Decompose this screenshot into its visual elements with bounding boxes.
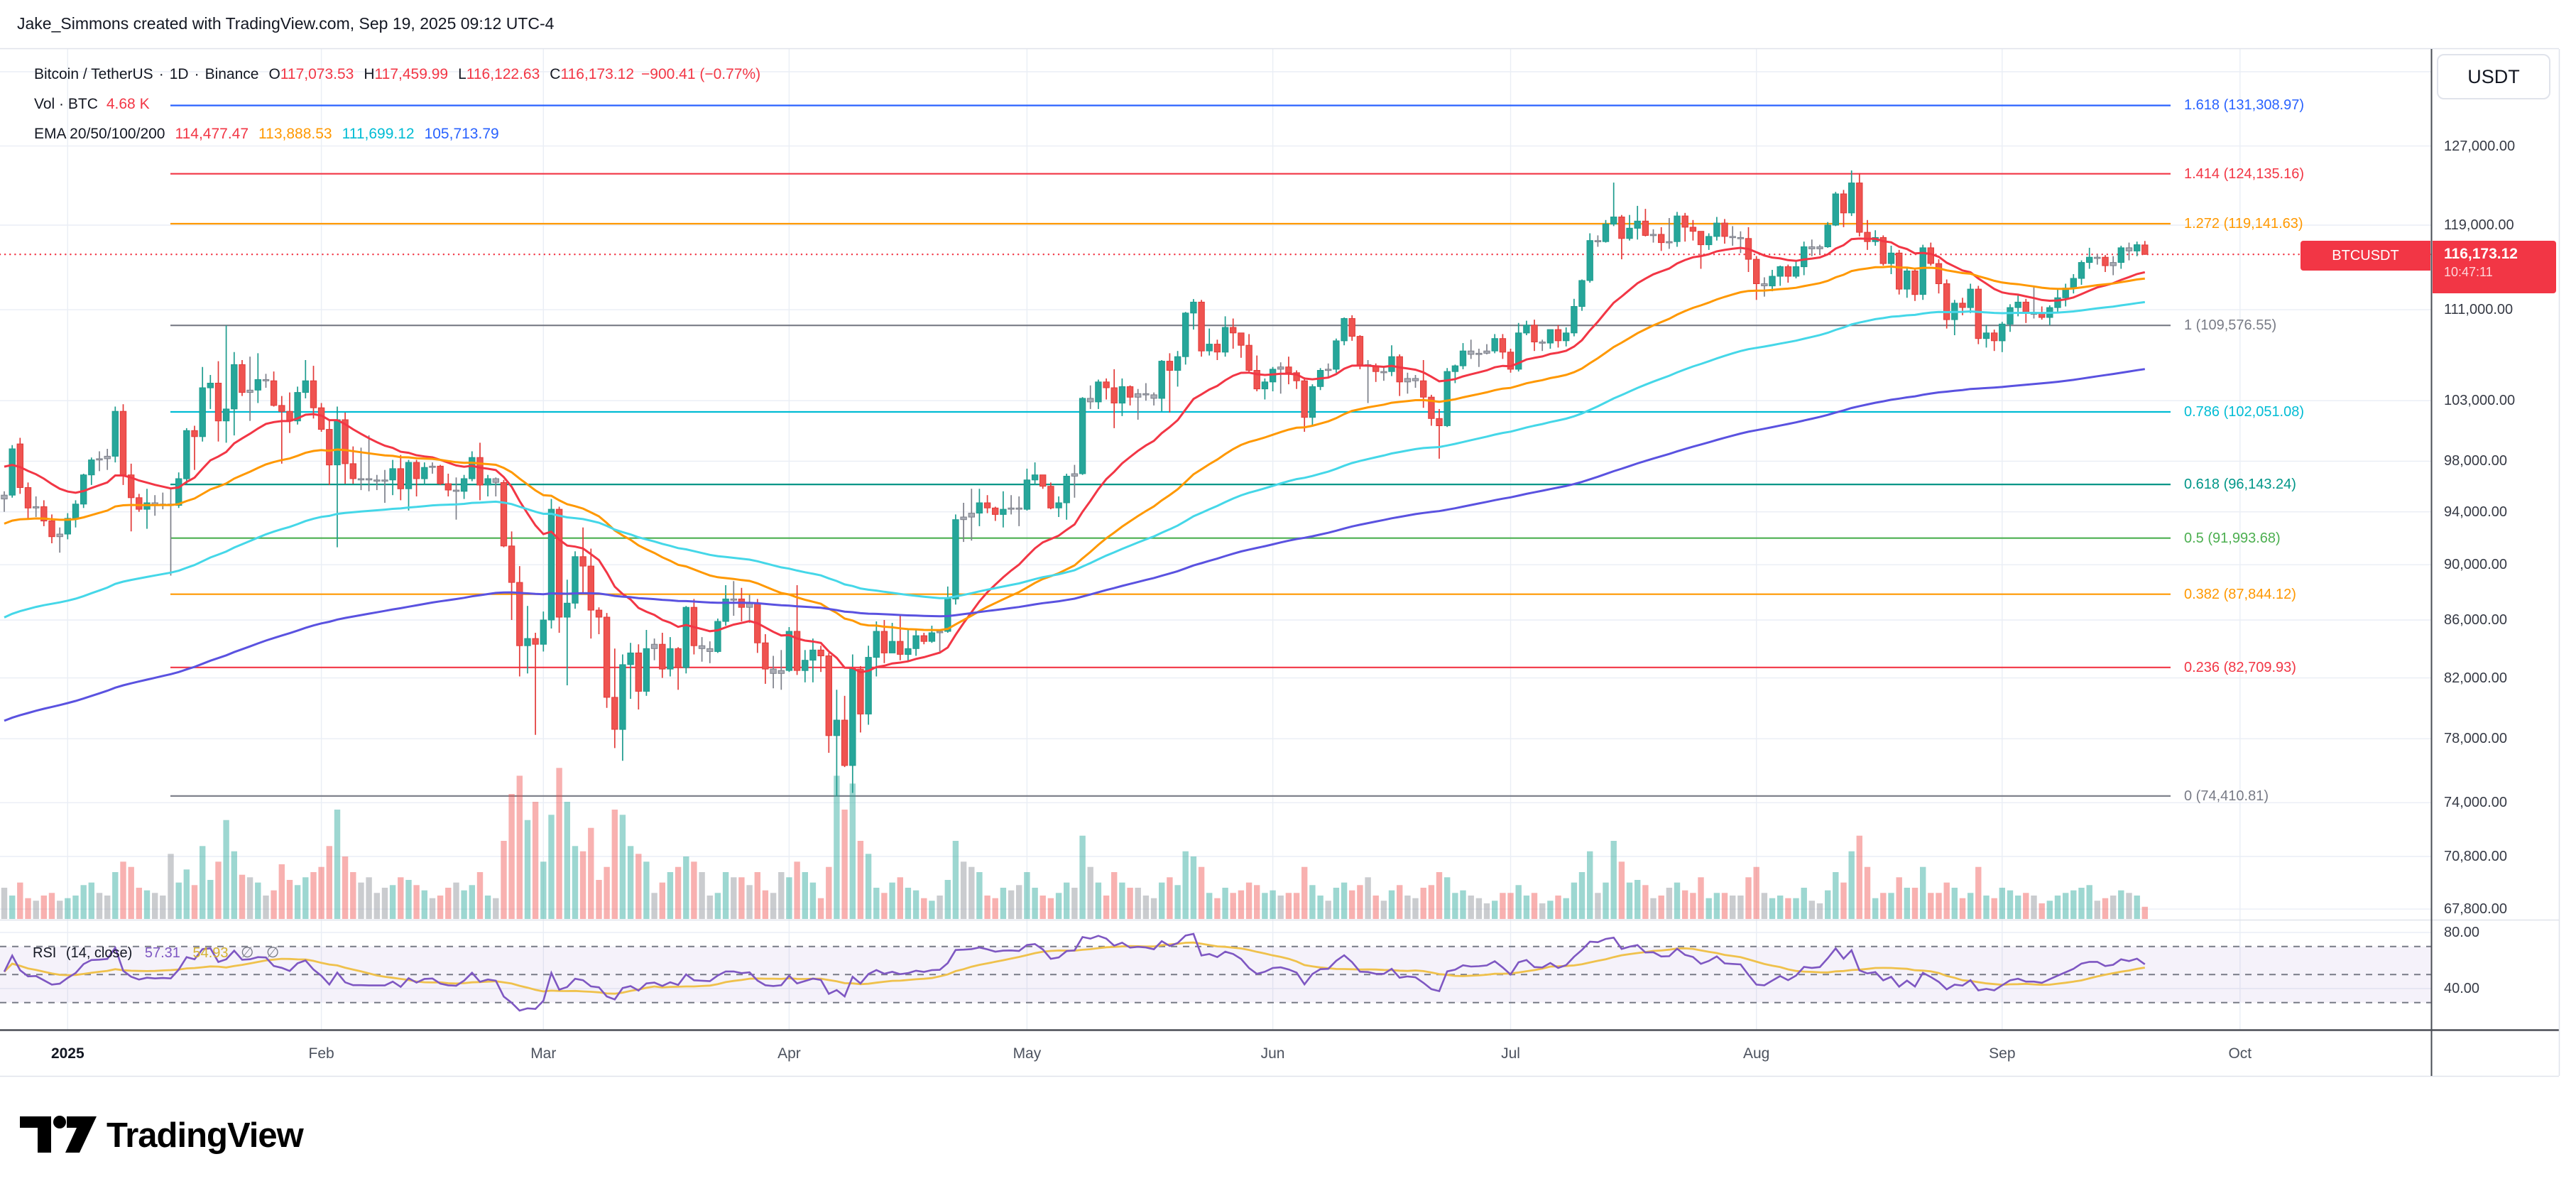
fib-level-label: 1.618 (131,308.97) [2184,97,2305,114]
ohlc-value: 116,122.63 [466,66,540,82]
price-axis-label: 67,800.00 [2444,901,2507,918]
volume-label[interactable]: Vol · BTC [34,96,98,112]
price-axis-label: 94,000.00 [2444,504,2507,520]
symbol-legend-row[interactable]: Bitcoin / TetherUS · 1D · Binance O117,073.53… [34,66,761,82]
last-price-badge-symbol: BTCUSDT [2301,241,2430,271]
time-axis-label[interactable]: Feb [308,1045,334,1062]
fib-level-label: 0.618 (96,143.24) [2184,477,2296,493]
ohlc-value: 117,459.99 [374,66,449,82]
empty-circle-icon: ∅ [266,945,280,961]
time-axis-label[interactable]: 2025 [50,1045,84,1062]
rsi-axis-label: 80.00 [2444,925,2480,940]
last-price-countdown: 10:47:11 [2444,265,2493,279]
attribution-text: Jake_Simmons created with TradingView.co… [17,14,555,33]
logo-text: TradingView [107,1116,305,1155]
logo-mark-one [20,1116,51,1153]
symbol-title[interactable]: Bitcoin / TetherUS [34,66,153,82]
price-axis-label: 127,000.00 [2444,138,2516,154]
ema-value: 111,699.12 [342,126,415,142]
time-axis-label[interactable]: Sep [1989,1045,2016,1062]
fib-level-label: 0.5 (91,993.68) [2184,530,2281,546]
ohlc-label: C [550,66,561,82]
rsi-title[interactable]: RSI [33,945,57,961]
time-axis-label[interactable]: Jul [1501,1045,1520,1062]
rsi-ma-value: 54.93 [192,945,229,961]
volume-bars [1,768,2148,919]
change-value: −900.41 (−0.77%) [641,66,761,82]
gridlines [0,49,2431,1030]
time-axis-label[interactable]: Mar [530,1045,557,1062]
price-axis-label: 70,800.00 [2444,848,2507,864]
fib-level-label: 0.236 (82,709.93) [2184,659,2296,675]
exchange-label[interactable]: Binance [204,66,259,82]
time-axis-label[interactable]: Jun [1260,1045,1285,1062]
rsi-axis-label: 40.00 [2444,981,2480,996]
fib-level-label: 0.786 (102,051.08) [2184,404,2305,420]
price-axis-label: 82,000.00 [2444,670,2507,686]
volume-value: 4.68 K [106,96,150,112]
price-axis-label: 103,000.00 [2444,393,2516,409]
candles [1,170,2149,796]
ema-value: 113,888.53 [258,126,332,142]
fib-level-label: 1.272 (119,141.63) [2184,215,2303,232]
empty-circle-icon: ∅ [241,945,254,961]
price-axis-label: 86,000.00 [2444,612,2507,629]
tradingview-logo[interactable]: TradingView [18,1112,416,1158]
last-price-value: 116,173.12 [2444,246,2518,262]
rsi-lines [3,932,2146,1012]
fib-level-label: 1.414 (124,135.16) [2184,165,2305,182]
rsi-value: 57.31 [144,945,180,961]
ohlc-label: O [268,66,280,82]
logo-mark-seven [65,1116,97,1153]
price-axis-label: 111,000.00 [2444,302,2514,318]
fib-level-label: 0.382 (87,844.12) [2184,586,2296,602]
interval-label[interactable]: 1D [169,66,189,82]
last-price-badge: 116,173.12 10:47:11 [2433,241,2556,293]
price-axis-label: 74,000.00 [2444,795,2507,811]
price-axis-label: 98,000.00 [2444,453,2507,469]
chart-legend: Bitcoin / TetherUS · 1D · Binance O117,073.53… [34,65,760,155]
time-axis-label[interactable]: May [1013,1045,1042,1062]
pane-borders [0,48,2560,1077]
ohlc-value: 117,073.53 [280,66,354,82]
price-axis-label: 90,000.00 [2444,557,2507,573]
time-axis-label[interactable]: Aug [1742,1045,1770,1062]
ema-value: 114,477.47 [175,126,249,142]
fib-level-label: 1 (109,576.55) [2184,317,2277,334]
rsi-band [0,945,2431,1003]
price-axis-label: 78,000.00 [2444,731,2507,747]
time-axis-label[interactable]: Oct [2228,1045,2252,1062]
fib-level-label: 0 (74,410.81) [2184,788,2269,804]
ohlc-label: H [364,66,375,82]
rsi-params: (14, close) [65,945,133,961]
ohlc-value: 116,173.12 [560,66,635,82]
ema-label[interactable]: EMA 20/50/100/200 [34,126,165,142]
ema-value: 105,713.79 [424,126,499,142]
ema-lines [4,237,2146,722]
ema-legend-row[interactable]: EMA 20/50/100/200 114,477.47 113,888.53 111… [34,125,760,143]
logo-mark-dot [53,1116,66,1128]
volume-legend-row[interactable]: Vol · BTC 4.68 K [34,95,760,114]
currency-usdt-button[interactable]: USDT [2437,54,2550,99]
time-axis-label[interactable]: Apr [777,1045,801,1062]
rsi-legend-row[interactable]: RSI (14, close) 57.31 54.93 ∅ ∅ [33,944,279,962]
price-axis-label: 119,000.00 [2444,217,2514,233]
fib-retracement-lines[interactable] [170,104,2171,797]
ohlc-label: L [458,66,466,82]
